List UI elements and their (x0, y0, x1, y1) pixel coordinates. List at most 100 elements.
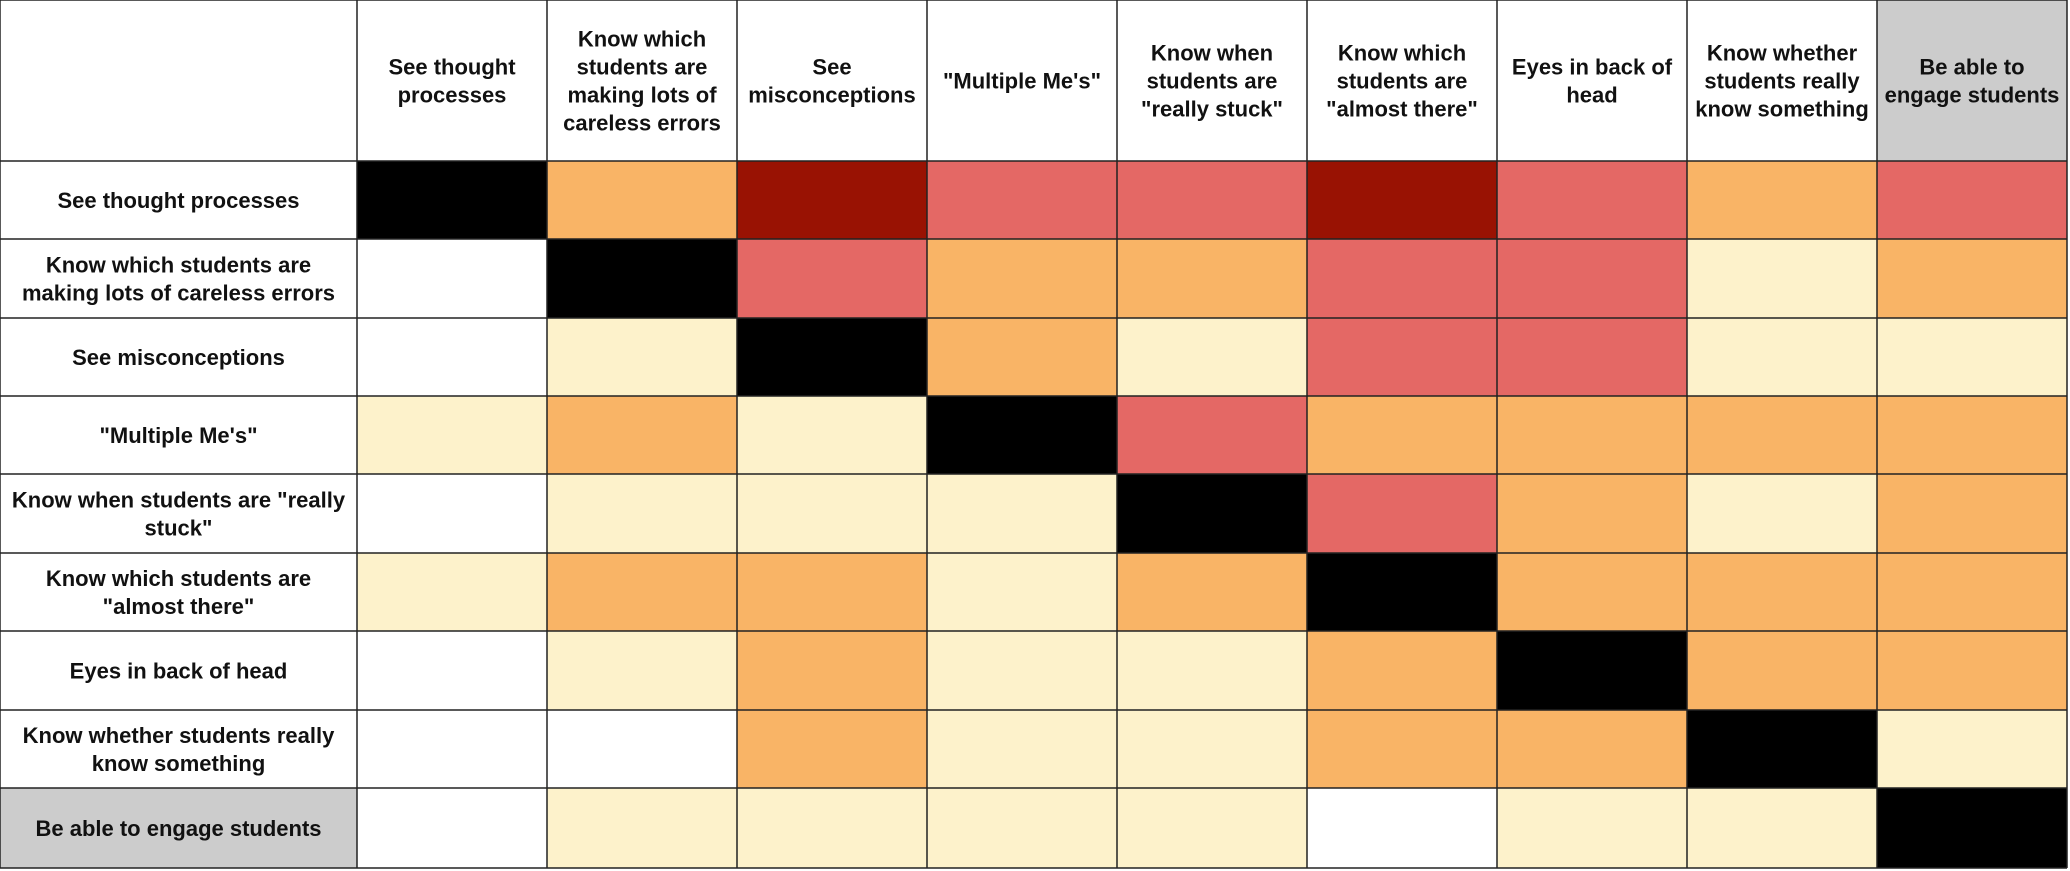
heatmap-cell (1117, 161, 1307, 239)
column-header-line: See (812, 55, 851, 80)
heatmap-cell (1877, 239, 2067, 318)
heatmap-cell (357, 396, 547, 474)
column-header-line: making lots of (567, 83, 717, 108)
column-header-line: Eyes in back of (1512, 55, 1673, 80)
heatmap-cell (1497, 318, 1687, 396)
row-header-line: Eyes in back of head (70, 659, 288, 684)
heatmap-cell (1497, 396, 1687, 474)
heatmap-cell (547, 631, 737, 710)
heatmap-cell (1687, 161, 1877, 239)
heatmap-cell (1497, 474, 1687, 553)
column-header-line: Know when (1151, 41, 1273, 66)
column-header-line: students really (1704, 69, 1860, 94)
row-header-line: stuck" (145, 516, 213, 541)
heatmap-cell (1117, 318, 1307, 396)
heatmap-cell (1687, 788, 1877, 868)
heatmap-cell (737, 396, 927, 474)
heatmap-cell (1497, 161, 1687, 239)
heatmap-cell (737, 161, 927, 239)
heatmap-cell (1497, 710, 1687, 788)
heatmap-cell (1307, 710, 1497, 788)
column-header: See thought processes (388, 55, 516, 108)
heatmap-cell (547, 553, 737, 631)
column-header-line: Know whether (1707, 41, 1858, 66)
column-header: "Multiple Me's" (943, 69, 1101, 94)
heatmap-cell (927, 239, 1117, 318)
column-header: Know which students are "almost there" (1326, 41, 1478, 122)
heatmap-cell (1877, 161, 2067, 239)
heatmap-cell (1497, 631, 1687, 710)
heatmap-cell (1117, 474, 1307, 553)
heatmap-cell (1307, 474, 1497, 553)
heatmap-cell (927, 631, 1117, 710)
column-header-line: know something (1695, 97, 1869, 122)
heatmap-cell (1877, 318, 2067, 396)
column-header-line: students are (1337, 69, 1468, 94)
heatmap-cell (1117, 553, 1307, 631)
column-header-line: Know which (1338, 41, 1466, 66)
row-header-line: making lots of careless errors (22, 281, 335, 306)
row-header-line: Know whether students really (23, 723, 335, 748)
heatmap-cell (1877, 631, 2067, 710)
row-header: Know whether students really know somethi… (23, 723, 335, 776)
heatmap-cell (357, 239, 547, 318)
heatmap-cell (1117, 396, 1307, 474)
row-header: Know when students are "really stuck" (12, 488, 346, 541)
heatmap-cell (547, 788, 737, 868)
heatmap-cell (1687, 553, 1877, 631)
row-header-line: "Multiple Me's" (99, 423, 257, 448)
column-header-line: "Multiple Me's" (943, 69, 1101, 94)
heatmap-cell (547, 474, 737, 553)
column-header-line: "almost there" (1326, 97, 1478, 122)
heatmap-cell (357, 553, 547, 631)
column-header-line: See thought (388, 55, 516, 80)
heatmap-cell (357, 710, 547, 788)
heatmap-cell (357, 161, 547, 239)
heatmap-cell (547, 396, 737, 474)
row-header: See misconceptions (72, 345, 285, 370)
column-header: Know whether students really know somethin… (1695, 41, 1869, 122)
column-label-highlight (1877, 0, 2067, 161)
heatmap-cell (927, 474, 1117, 553)
heatmap-cell (1877, 553, 2067, 631)
heatmap-cell (547, 161, 737, 239)
heatmap-cell (357, 788, 547, 868)
row-header: See thought processes (57, 188, 299, 213)
column-header-line: Be able to (1919, 55, 2024, 80)
heatmap-cell (1687, 318, 1877, 396)
heatmap-cell (547, 239, 737, 318)
row-header: Know which students are "almost there" (46, 566, 311, 619)
row-header-line: See misconceptions (72, 345, 285, 370)
row-label-highlight (0, 788, 357, 868)
column-header-line: processes (398, 83, 507, 108)
heatmap-cell (357, 474, 547, 553)
heatmap-cell (1687, 474, 1877, 553)
column-header: Be able to engage students (1885, 55, 2060, 108)
heatmap-cell (1687, 631, 1877, 710)
row-header: Eyes in back of head (70, 659, 288, 684)
heatmap-cell (927, 318, 1117, 396)
heatmap-cell (1497, 553, 1687, 631)
row-header-line: Know which students are (46, 566, 311, 591)
heatmap-cell (1877, 396, 2067, 474)
column-header-line: careless errors (563, 111, 721, 136)
heatmap-cell (737, 710, 927, 788)
row-header-line: "almost there" (103, 594, 255, 619)
heatmap-cell (1117, 239, 1307, 318)
heatmap-cell (927, 710, 1117, 788)
heatmap-cell (737, 318, 927, 396)
heatmap-cell (1877, 474, 2067, 553)
heatmap-cell (927, 788, 1117, 868)
row-header-line: See thought processes (57, 188, 299, 213)
heatmap-cell (547, 318, 737, 396)
column-header-line: students are (577, 55, 708, 80)
heatmap-cell (1117, 710, 1307, 788)
column-header: See misconceptions (748, 55, 915, 108)
heatmap-cell (737, 474, 927, 553)
heatmap-cell (1877, 788, 2067, 868)
column-header-line: engage students (1885, 83, 2060, 108)
row-header-line: know something (92, 751, 266, 776)
column-header-line: students are (1147, 69, 1278, 94)
heatmap-cell (1307, 553, 1497, 631)
